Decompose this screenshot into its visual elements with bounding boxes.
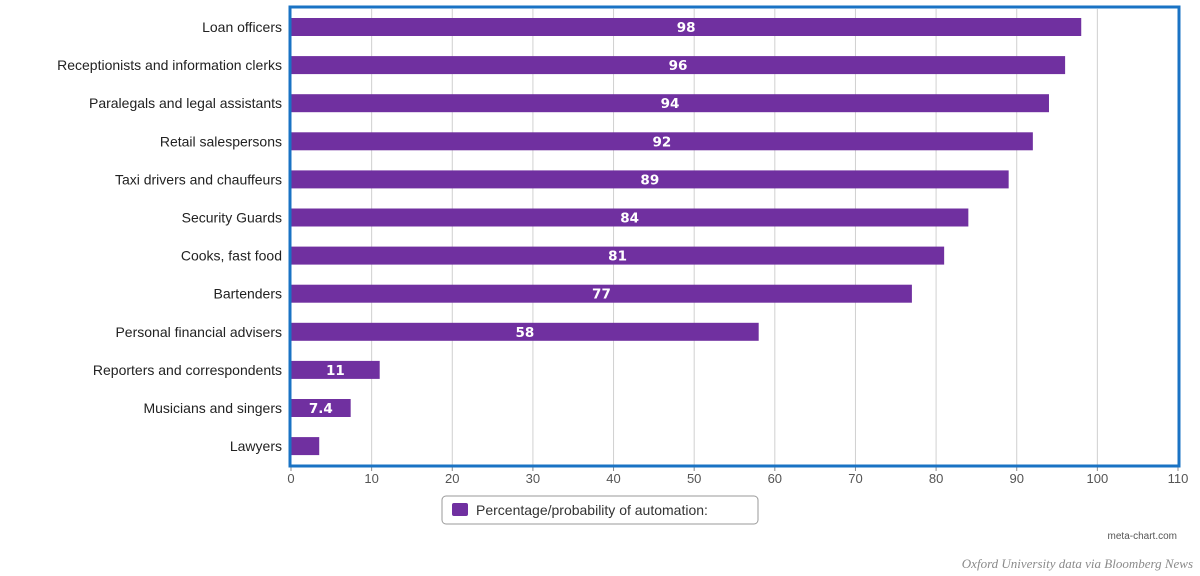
tick-label: 70 xyxy=(848,471,862,486)
bar xyxy=(291,360,380,379)
legend-swatch xyxy=(452,503,468,516)
tick-label: 60 xyxy=(768,471,782,486)
legend-box[interactable] xyxy=(441,495,759,525)
legend[interactable]: Percentage/probability of automation: xyxy=(441,495,759,525)
category-label: Musicians and singers xyxy=(143,400,282,416)
data-label: 96 xyxy=(669,58,688,74)
data-label: 98 xyxy=(677,20,696,36)
source-note: Oxford University data via Bloomberg New… xyxy=(962,556,1193,571)
watermark: meta-chart.com xyxy=(1108,531,1177,542)
category-label: Reporters and correspondents xyxy=(93,362,282,378)
data-label: 94 xyxy=(661,96,680,112)
category-label: Loan officers xyxy=(202,19,282,35)
data-label: 81 xyxy=(608,249,627,265)
category-label: Lawyers xyxy=(230,438,282,454)
bar xyxy=(291,322,759,341)
tick-label: 40 xyxy=(606,471,620,486)
category-label: Paralegals and legal assistants xyxy=(89,95,282,111)
tick-label: 100 xyxy=(1087,471,1109,486)
tick-label: 0 xyxy=(287,471,294,486)
bar xyxy=(291,208,969,227)
legend-label: Percentage/probability of automation: xyxy=(476,502,708,518)
data-label: 58 xyxy=(515,325,534,341)
bar xyxy=(291,56,1066,75)
category-label: Personal financial advisers xyxy=(115,324,282,340)
data-label: 77 xyxy=(592,287,611,303)
category-label: Receptionists and information clerks xyxy=(57,57,282,73)
bar xyxy=(291,399,351,417)
category-label: Cooks, fast food xyxy=(181,248,282,264)
tick-label: 20 xyxy=(445,471,459,486)
tick-label: 80 xyxy=(929,471,943,486)
category-label: Taxi drivers and chauffeurs xyxy=(115,171,282,187)
data-label: 11 xyxy=(326,363,345,379)
bars: 98 96 94 92 89 84 81 77 58 11 7.4 xyxy=(291,18,1082,456)
data-label: 7.4 xyxy=(309,401,333,417)
plot-frame xyxy=(288,5,1181,468)
data-label: 84 xyxy=(620,211,639,227)
bar xyxy=(291,18,1082,36)
bar xyxy=(291,170,1009,189)
tick-label: 110 xyxy=(1168,471,1189,486)
bar xyxy=(291,284,912,303)
tick-label: 30 xyxy=(526,471,540,486)
data-label: 89 xyxy=(640,172,659,188)
bar xyxy=(291,132,1033,151)
grid xyxy=(290,9,1179,465)
bar xyxy=(291,94,1049,113)
tick-label: 50 xyxy=(687,471,701,486)
tick-label: 90 xyxy=(1009,471,1023,486)
category-label: Security Guards xyxy=(182,210,282,226)
x-axis-ticks: 0 10 20 30 40 50 60 70 80 90 100 110 xyxy=(287,465,1188,486)
bar xyxy=(291,437,320,456)
category-label: Bartenders xyxy=(214,286,282,302)
category-label: Retail salespersons xyxy=(160,133,282,149)
bar xyxy=(291,246,945,265)
category-labels: Loan officers Receptionists and informati… xyxy=(57,19,282,454)
data-label: 92 xyxy=(653,134,672,150)
tick-label: 10 xyxy=(364,471,378,486)
